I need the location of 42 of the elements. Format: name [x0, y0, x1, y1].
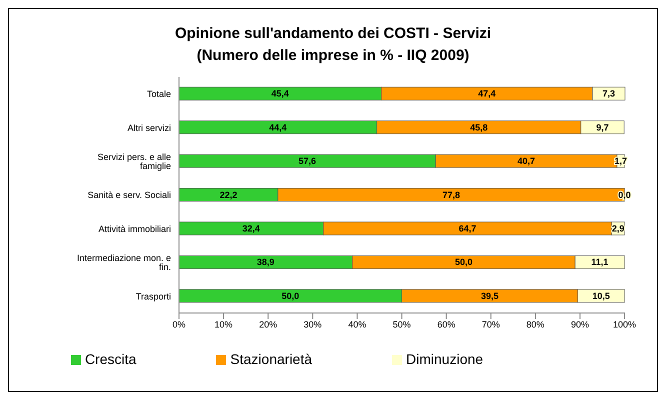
data-label: 64,7: [458, 223, 476, 234]
y-tick-label: Altri servizi: [127, 122, 171, 133]
x-tick-label: 30%: [304, 319, 322, 330]
y-tick-label: Intermediazione mon. e fin.: [76, 253, 171, 272]
y-tick-label: Trasporti: [136, 291, 171, 302]
x-tick-label: 80%: [526, 319, 544, 330]
data-label: 44,4: [269, 122, 287, 132]
x-tick-label: 50%: [392, 319, 411, 330]
data-label: 40,7: [518, 156, 536, 166]
data-label: 38,9: [256, 257, 274, 268]
data-label: 7,3: [602, 88, 615, 99]
y-tick-label: Servizi pers. e alle famiglie: [97, 152, 171, 171]
y-tick-label: Attività immobiliari: [98, 224, 171, 234]
x-tick-label: 90%: [570, 319, 590, 330]
x-tick-label: 0%: [172, 319, 186, 330]
chart-subtitle: (Numero delle imprese in % - IIQ 2009): [196, 46, 470, 66]
data-label: 77,8: [442, 190, 460, 200]
x-tick-label: 20%: [259, 319, 278, 330]
x-tick-label: 100%: [613, 319, 636, 330]
legend-label: Diminuzione: [406, 351, 484, 367]
data-label: 9,7: [596, 122, 609, 132]
y-tick-label: Sanità e serv. Sociali: [88, 190, 171, 200]
legend-label: Stazionarietà: [230, 351, 312, 367]
x-tick-label: 70%: [482, 319, 500, 330]
chart-title: Opinione sull'andamento dei COSTI - Servizi: [174, 24, 492, 44]
data-label: 11,1: [591, 257, 608, 268]
legend-label: Crescita: [84, 351, 136, 367]
data-label: 47,4: [478, 88, 496, 99]
data-label: 22,2: [220, 190, 238, 200]
data-label: 57,6: [298, 156, 316, 166]
data-label: 32,4: [242, 223, 260, 234]
data-label: 45,8: [470, 122, 488, 132]
data-label: 10,5: [592, 290, 610, 301]
data-label: 45,4: [271, 88, 289, 99]
y-tick-label: Totale: [146, 89, 171, 100]
data-label: 2,9: [612, 223, 624, 234]
x-tick-label: 40%: [348, 319, 366, 330]
data-label: 50,0: [282, 290, 300, 301]
x-tick-label: 10%: [214, 319, 233, 330]
data-label: 50,0: [454, 257, 472, 268]
x-tick-label: 60%: [437, 319, 456, 330]
data-label: 39,5: [481, 290, 499, 301]
